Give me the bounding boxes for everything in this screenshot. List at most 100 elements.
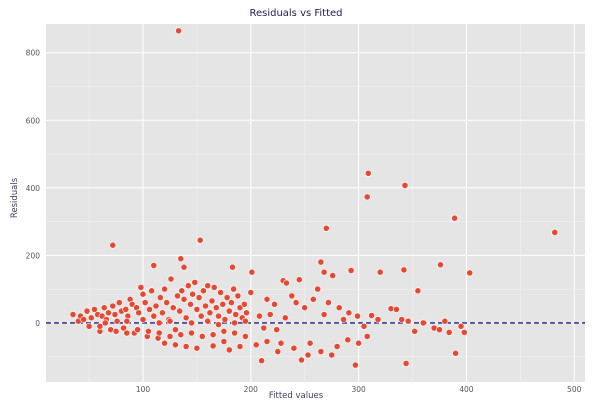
scatter-point [206, 309, 214, 317]
scatter-point [225, 307, 233, 315]
scatter-point [232, 311, 240, 318]
scatter-point [191, 278, 199, 286]
scatter-point [202, 302, 209, 310]
scatter-point [451, 214, 458, 222]
scatter-point [139, 316, 147, 323]
scatter-point [171, 326, 179, 334]
scatter-point [551, 228, 559, 236]
scatter-point [175, 27, 182, 35]
scatter-point [210, 283, 218, 291]
x-tick-label: 400 [459, 385, 474, 394]
scatter-point [208, 297, 216, 305]
scatter-point [158, 309, 166, 317]
scatter-point [248, 268, 256, 276]
scatter-point [252, 341, 260, 349]
scatter-point [281, 314, 289, 322]
scatter-point [137, 283, 145, 291]
scatter-point [112, 327, 120, 335]
scatter-point [241, 332, 249, 340]
y-tick-label: 400 [26, 184, 41, 193]
scatter-point [263, 338, 271, 345]
scatter-point [344, 336, 352, 344]
scatter-point [231, 319, 238, 327]
scatter-point [258, 357, 265, 365]
y-tick-label: 200 [26, 251, 41, 260]
scatter-point [363, 193, 371, 201]
scatter-point [193, 344, 201, 352]
scatter-point [220, 338, 228, 345]
scatter-point [263, 295, 271, 303]
scatter-point [351, 361, 359, 369]
scatter-point [111, 311, 119, 318]
scatter-point [376, 268, 384, 276]
scatter-point [156, 294, 164, 301]
y-axis-label: Residuals [10, 177, 20, 218]
scatter-point [196, 236, 204, 244]
chart-title: Residuals vs Fitted [249, 8, 342, 19]
scatter-point [171, 341, 179, 349]
scatter-point [141, 299, 149, 306]
scatter-point [217, 289, 224, 296]
scatter-point [177, 331, 185, 339]
scatter-points [69, 27, 559, 369]
scatter-point [155, 319, 163, 327]
scatter-point [152, 302, 160, 310]
scatter-point [166, 317, 174, 325]
scatter-point [220, 327, 228, 335]
scatter-point [460, 328, 468, 336]
scatter-point [109, 241, 117, 249]
scatter-point [414, 287, 422, 295]
scatter-point [91, 305, 98, 313]
scatter-point [113, 317, 121, 325]
scatter-point [188, 319, 195, 327]
scatter-point [355, 339, 362, 347]
scatter-point [230, 285, 237, 293]
scatter-point [223, 294, 231, 301]
scatter-point [243, 309, 250, 317]
scatter-point [445, 328, 453, 336]
scatter-point [122, 305, 130, 313]
scatter-point [195, 294, 203, 301]
x-tick-label: 100 [136, 385, 151, 394]
scatter-point [404, 317, 412, 325]
scatter-point [241, 317, 249, 325]
scatter-point [436, 326, 443, 334]
scatter-point [197, 312, 205, 320]
scatter-point [69, 311, 77, 318]
scatter-point [347, 267, 355, 274]
scatter-point [363, 332, 371, 340]
scatter-point [96, 322, 104, 330]
scatter-point [148, 287, 155, 295]
scatter-point [288, 292, 296, 300]
scatter-point [189, 290, 196, 298]
scatter-point [304, 351, 312, 359]
scatter-point [134, 326, 141, 334]
scatter-point [101, 319, 109, 327]
scatter-point [87, 314, 95, 322]
scatter-point [229, 263, 236, 271]
scatter-point [83, 307, 91, 315]
scatter-point [221, 316, 229, 323]
scatter-point [301, 304, 309, 312]
scatter-point [322, 224, 330, 232]
scatter-point [204, 317, 212, 325]
scatter-point [247, 289, 255, 296]
scatter-point [345, 309, 353, 317]
scatter-point [340, 316, 347, 323]
scatter-point [457, 322, 465, 330]
scatter-point [324, 299, 332, 306]
scatter-point [273, 326, 281, 334]
scatter-point [135, 309, 143, 317]
scatter-point [115, 299, 123, 306]
y-tick-label: 0 [35, 319, 40, 328]
scatter-point [144, 327, 152, 335]
scatter-point [187, 300, 194, 308]
scatter-point [240, 300, 248, 308]
scatter-point [317, 348, 325, 355]
scatter-point [215, 312, 222, 320]
scatter-point [146, 305, 153, 313]
scatter-point [100, 304, 108, 312]
scatter-point [85, 322, 93, 330]
y-tick-label: 600 [26, 116, 41, 125]
scatter-point [255, 312, 263, 320]
